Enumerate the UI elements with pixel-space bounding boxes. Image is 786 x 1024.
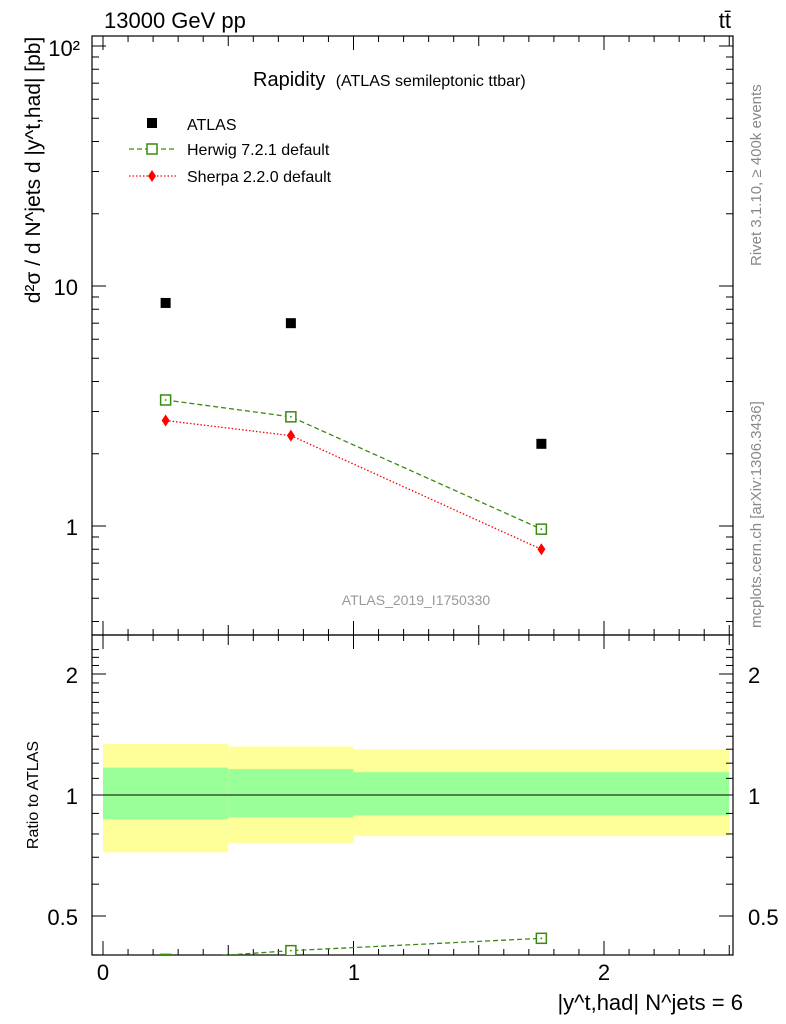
xtick-0: 0 [97, 960, 109, 985]
atlas-point-1 [285, 318, 296, 329]
xtick-2: 2 [598, 960, 610, 985]
herwig-ratio-point-0 [159, 953, 172, 955]
ratio-ylabel: Ratio to ATLAS [25, 741, 42, 849]
main-ytick-1: 1 [66, 515, 78, 540]
sherpa-line [165, 419, 542, 550]
ratio-uncertainty-bands [103, 743, 730, 853]
ratio-ytick-right-2: 2 [748, 663, 760, 688]
main-ytick-10: 10 [54, 275, 78, 300]
rivet-version-note: Rivet 3.1.10, ≥ 400k events [748, 84, 765, 266]
legend-atlas-label: ATLAS [187, 117, 237, 134]
title-main: Rapidity [253, 69, 325, 91]
ratio-ytick-right-1: 1 [748, 784, 760, 809]
ratio-series [159, 932, 548, 960]
herwig-point-dot-2 [540, 528, 543, 531]
main-ylabel: d²σ / d N^jets d |y^t,had| [pb] [22, 37, 45, 304]
atlas-point-2 [536, 438, 547, 449]
herwig-ratio-point-dot-0 [165, 958, 167, 960]
main-ytick-100: 10² [48, 36, 80, 61]
herwig-ratio-point-dot-1 [289, 949, 292, 952]
herwig-line [165, 399, 542, 530]
sherpa-point-0 [161, 414, 170, 427]
plot-title: Rapidity (ATLAS semileptonic ttbar) [253, 69, 526, 91]
band-inner-bin-2 [353, 772, 730, 816]
process-label: tt̄ [719, 8, 731, 33]
legend: ATLAS Herwig 7.2.1 default Sherpa 2.2.0 … [129, 117, 332, 186]
xtick-1: 1 [348, 960, 360, 985]
legend-herwig-marker [146, 143, 158, 155]
ratio-ytick-right-0.5: 0.5 [748, 905, 779, 930]
legend-sherpa-marker [148, 170, 156, 182]
legend-atlas-marker [147, 118, 157, 128]
title-sub: (ATLAS semileptonic ttbar) [336, 73, 526, 90]
band-inner-bin-0 [103, 767, 229, 820]
sherpa-point-1 [286, 429, 295, 442]
herwig-point-dot-1 [289, 415, 292, 418]
band-inner-bin-1 [228, 769, 354, 818]
ratio-ytick-left-0.5: 0.5 [47, 905, 78, 930]
atlas-point-0 [160, 297, 171, 308]
xlabel: |y^t,had| N^jets = 6 [557, 990, 743, 1015]
ratio-ytick-left-1: 1 [66, 784, 78, 809]
herwig-point-dot-0 [164, 399, 167, 401]
axis-ticks [92, 36, 733, 956]
ratio-ytick-left-2: 2 [66, 663, 78, 688]
main-series [159, 297, 548, 556]
energy-label: 13000 GeV pp [104, 8, 246, 33]
herwig-ratio-line [219, 937, 542, 955]
legend-herwig-label: Herwig 7.2.1 default [187, 142, 330, 159]
legend-sherpa-label: Sherpa 2.2.0 default [187, 169, 332, 186]
herwig-ratio-point-dot-2 [540, 937, 543, 940]
mcplots-note: mcplots.cern.ch [arXiv:1306.3436] [748, 401, 765, 628]
analysis-id: ATLAS_2019_I1750330 [342, 592, 491, 608]
sherpa-point-2 [537, 543, 546, 556]
